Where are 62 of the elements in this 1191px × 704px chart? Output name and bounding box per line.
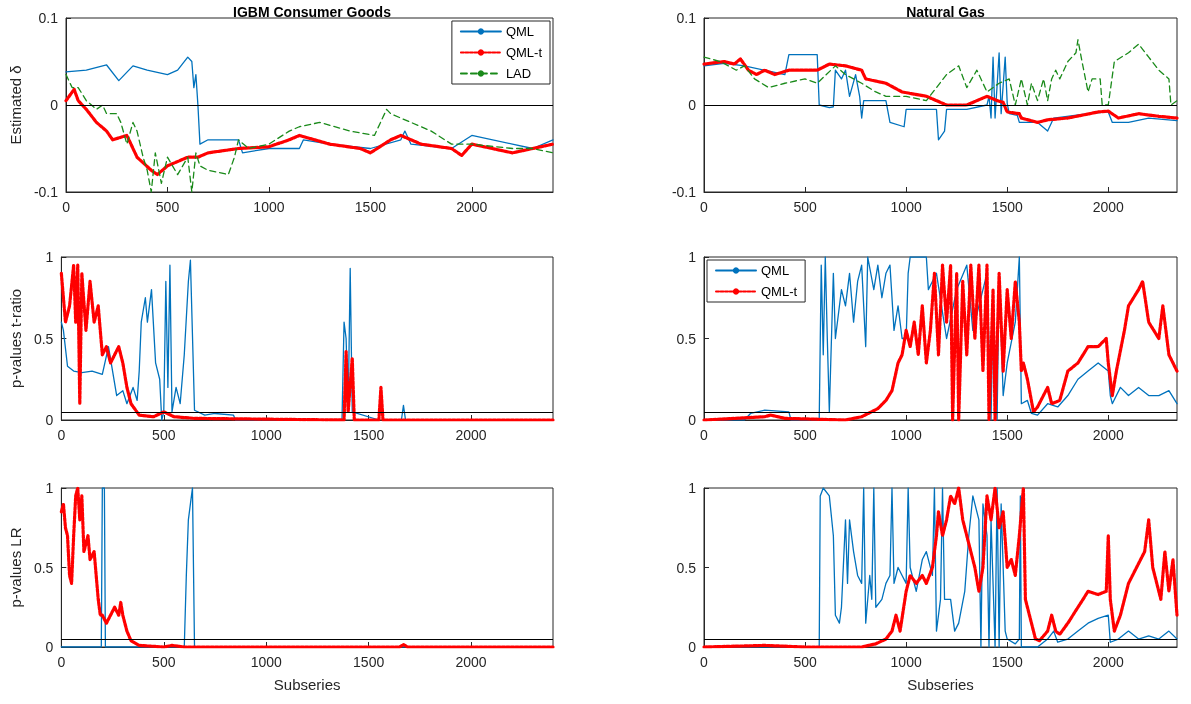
y-tick-label: 0 — [45, 412, 54, 428]
x-axis-title: Subseries — [907, 676, 974, 693]
x-tick-label: 1000 — [253, 199, 285, 215]
y-tick-label: 0.1 — [676, 10, 697, 26]
line-series — [64, 87, 555, 177]
line-series — [703, 52, 1178, 141]
legend-label: QML — [761, 263, 790, 278]
y-axis-title: p-values LR — [7, 527, 24, 608]
x-tick-label: 2000 — [1092, 427, 1125, 443]
line-series — [702, 57, 1179, 124]
x-tick-label: 0 — [62, 199, 71, 215]
x-tick-label: 0 — [700, 199, 709, 215]
legend-label: QML-t — [505, 45, 543, 60]
x-tick-label: 500 — [152, 427, 176, 443]
x-tick-label: 1500 — [353, 654, 385, 670]
y-tick-label: 0.5 — [676, 330, 697, 347]
y-axis-title: Estimated δ — [7, 65, 24, 145]
y-tick-label: 0.5 — [33, 330, 54, 347]
legend-label: LAD — [505, 66, 532, 81]
y-tick-label: -0.1 — [33, 184, 59, 200]
y-tick-label: 0 — [45, 639, 54, 655]
x-tick-label: 500 — [793, 427, 817, 443]
x-tick-label: 500 — [155, 199, 180, 215]
chart-title: IGBM Consumer Goods — [233, 4, 392, 20]
x-tick-label: 1500 — [353, 427, 385, 443]
y-axis-title: p-values t-ratio — [7, 288, 24, 389]
y-tick-label: 0 — [688, 412, 697, 428]
y-tick-label: -0.1 — [671, 184, 697, 200]
legend-label: QML — [505, 24, 535, 39]
y-tick-label: 0.5 — [676, 559, 697, 576]
x-tick-label: 500 — [152, 654, 176, 670]
y-tick-label: 0 — [688, 97, 697, 113]
x-tick-label: 1500 — [991, 427, 1023, 443]
line-series — [703, 39, 1178, 106]
y-tick-label: 1 — [45, 249, 54, 265]
x-tick-label: 1500 — [991, 654, 1023, 670]
x-tick-label: 500 — [793, 654, 817, 670]
x-tick-label: 0 — [700, 427, 709, 443]
x-tick-label: 2000 — [1092, 654, 1125, 670]
y-tick-label: 1 — [688, 249, 697, 265]
x-tick-label: 1000 — [250, 427, 282, 443]
x-tick-label: 1000 — [890, 199, 922, 215]
y-tick-label: 0.1 — [38, 10, 59, 26]
x-tick-label: 0 — [700, 654, 709, 670]
x-tick-label: 500 — [793, 199, 817, 215]
y-tick-label: 0 — [50, 97, 59, 113]
x-tick-label: 1500 — [991, 199, 1023, 215]
x-tick-label: 2000 — [455, 654, 487, 670]
x-tick-label: 1500 — [354, 199, 387, 215]
x-tick-label: 2000 — [1092, 199, 1125, 215]
y-tick-label: 1 — [688, 480, 697, 496]
x-tick-label: 1000 — [890, 427, 922, 443]
x-tick-label: 1000 — [250, 654, 282, 670]
x-tick-label: 2000 — [456, 199, 488, 215]
x-tick-label: 2000 — [455, 427, 487, 443]
y-tick-label: 1 — [45, 480, 54, 496]
x-tick-label: 1000 — [890, 654, 922, 670]
x-axis-title: Subseries — [273, 676, 341, 693]
y-tick-label: 0.5 — [33, 559, 54, 576]
y-tick-label: 0 — [688, 639, 697, 655]
legend-label: QML-t — [761, 284, 798, 299]
chart-title: Natural Gas — [906, 4, 985, 20]
